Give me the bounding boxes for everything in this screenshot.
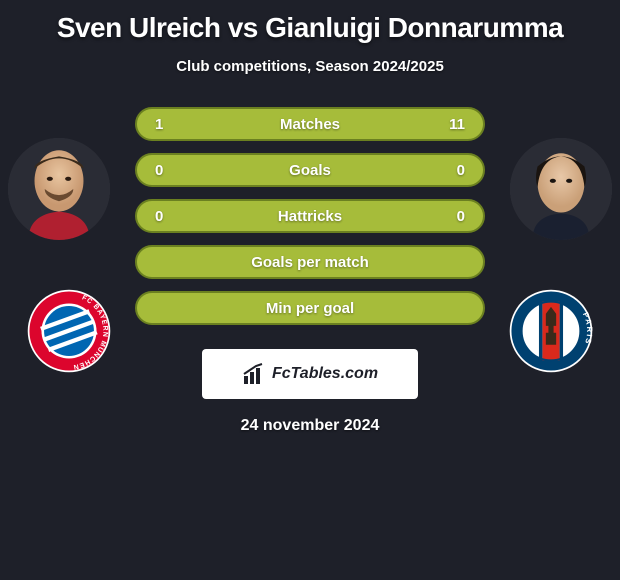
snapshot-date: 24 november 2024 xyxy=(241,417,380,435)
stat-left-value: 1 xyxy=(155,116,179,133)
comparison-title: Sven Ulreich vs Gianluigi Donnarumma xyxy=(57,12,563,44)
stat-row: Goals per match xyxy=(135,245,485,279)
stat-label: Hattricks xyxy=(278,208,342,225)
stat-row: Min per goal xyxy=(135,291,485,325)
stat-right-value: 0 xyxy=(441,162,465,179)
stat-label: Goals per match xyxy=(251,254,369,271)
stat-right-value: 11 xyxy=(441,116,465,133)
club-badge-left: FC BAYERN MÜNCHEN xyxy=(26,288,112,374)
fctables-logo: FcTables.com xyxy=(202,349,418,399)
chart-icon xyxy=(242,362,266,386)
stat-label: Matches xyxy=(280,116,340,133)
stat-left-value: 0 xyxy=(155,208,179,225)
logo-text: FcTables.com xyxy=(272,365,378,383)
stats-column: 1 Matches 11 0 Goals 0 0 Hattricks 0 Goa… xyxy=(135,107,485,325)
stat-right-value: 0 xyxy=(441,208,465,225)
stat-label: Min per goal xyxy=(266,300,354,317)
player-photo-left xyxy=(8,138,110,240)
stat-row: 0 Hattricks 0 xyxy=(135,199,485,233)
stat-label: Goals xyxy=(289,162,331,179)
player-photo-right xyxy=(510,138,612,240)
stat-row: 1 Matches 11 xyxy=(135,107,485,141)
stat-left-value: 0 xyxy=(155,162,179,179)
season-subtitle: Club competitions, Season 2024/2025 xyxy=(176,58,444,75)
stat-row: 0 Goals 0 xyxy=(135,153,485,187)
club-badge-right: PARIS xyxy=(508,288,594,374)
